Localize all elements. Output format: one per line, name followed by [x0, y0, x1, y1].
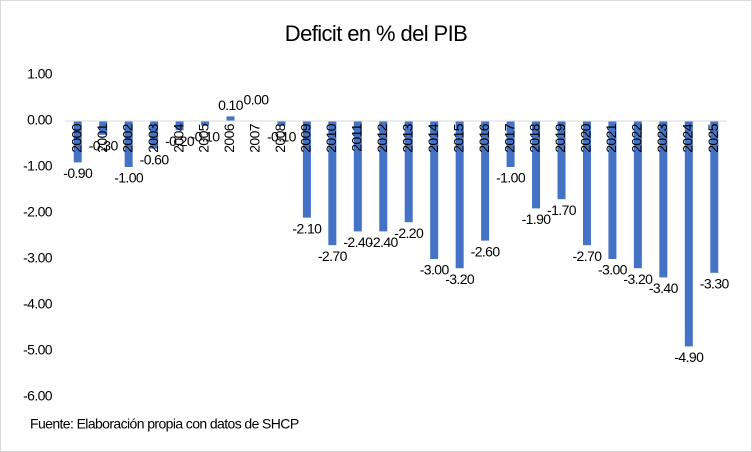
bar: [175, 121, 184, 131]
value-label: 0.00: [244, 92, 270, 108]
x-tick-label: 2005: [196, 123, 212, 153]
x-tick-label: 2021: [603, 123, 619, 153]
value-label: -2.60: [471, 243, 501, 259]
value-label: -1.00: [114, 170, 144, 186]
bar: [430, 121, 439, 259]
x-tick-label: 2025: [705, 123, 721, 153]
x-tick-label: 2000: [68, 123, 84, 153]
value-label: -3.00: [420, 262, 450, 278]
x-tick-label: 2022: [629, 123, 645, 153]
value-label: -2.70: [573, 248, 603, 264]
bar: [557, 121, 566, 200]
value-label: -2.40: [343, 234, 373, 250]
x-tick-label: 2023: [654, 123, 670, 153]
value-label: -2.70: [318, 248, 348, 264]
value-label: -3.40: [649, 280, 679, 296]
y-tick-label: -6.00: [23, 388, 53, 404]
value-label: -0.60: [140, 151, 170, 167]
value-label: -0.20: [165, 133, 195, 149]
x-tick-label: 2016: [476, 123, 492, 153]
bar: [226, 116, 235, 121]
x-tick-label: 2012: [374, 123, 390, 153]
x-tick-label: 2020: [578, 123, 594, 153]
x-tick-label: 2010: [323, 123, 339, 153]
chart-title: Deficit en % del PIB: [285, 21, 467, 46]
y-tick-label: -1.00: [23, 158, 53, 174]
x-tick-label: 2011: [349, 123, 365, 152]
y-tick-label: -5.00: [23, 342, 53, 358]
value-label: -0.90: [63, 165, 93, 181]
bar: [124, 121, 133, 167]
value-label: -3.30: [700, 276, 730, 292]
bar: [710, 121, 719, 273]
value-label: -3.20: [623, 271, 653, 287]
value-label: -2.10: [292, 220, 322, 236]
bar: [481, 121, 490, 241]
bar: [150, 121, 159, 149]
x-tick-label: 2006: [221, 123, 237, 153]
bar: [455, 121, 464, 269]
x-tick-label: 2003: [145, 123, 161, 153]
value-label: -2.40: [369, 234, 399, 250]
bar: [506, 121, 515, 167]
bar: [404, 121, 413, 223]
bar: [328, 121, 337, 246]
bar: [99, 121, 108, 135]
x-tick-label: 2001: [94, 123, 110, 153]
value-label: 0.10: [218, 97, 244, 113]
value-label: -3.20: [445, 271, 475, 287]
value-label: -3.00: [598, 262, 628, 278]
value-label: -4.90: [674, 349, 704, 365]
value-label: -1.00: [496, 170, 526, 186]
x-tick-label: 2019: [552, 123, 568, 153]
y-tick-label: 0.00: [27, 112, 53, 128]
x-tick-label: 2009: [298, 123, 314, 153]
bar: [353, 121, 362, 232]
bar: [608, 121, 617, 259]
x-tick-label: 2014: [425, 123, 441, 153]
source-note: Fuente: Elaboración propia con datos de …: [30, 416, 299, 432]
bar: [277, 121, 286, 126]
y-tick-label: -4.00: [23, 296, 53, 312]
bar: [379, 121, 388, 232]
bar: [659, 121, 668, 278]
bar: [302, 121, 311, 218]
bar: [201, 121, 210, 126]
x-tick-label: 2018: [527, 123, 543, 153]
y-tick-label: 1.00: [27, 66, 53, 82]
x-tick-label: 2004: [170, 123, 186, 153]
x-tick-label: 2007: [247, 123, 263, 153]
bar: [73, 121, 82, 163]
value-label: -1.90: [522, 211, 552, 227]
y-tick-label: -2.00: [23, 204, 53, 220]
value-label: -1.70: [547, 202, 577, 218]
bar: [684, 121, 693, 347]
bar: [532, 121, 541, 209]
x-tick-label: 2017: [501, 123, 517, 153]
x-tick-label: 2015: [450, 123, 466, 153]
value-label: -0.10: [191, 128, 221, 144]
x-tick-label: 2013: [399, 123, 415, 153]
bar: [582, 121, 591, 246]
value-label: -0.30: [89, 138, 119, 154]
value-label: -0.10: [267, 128, 297, 144]
x-tick-label: 2002: [119, 123, 135, 153]
x-tick-label: 2024: [680, 123, 696, 153]
bar: [633, 121, 642, 269]
x-tick-label: 2008: [272, 123, 288, 153]
y-tick-label: -3.00: [23, 250, 53, 266]
value-label: -2.20: [394, 225, 424, 241]
